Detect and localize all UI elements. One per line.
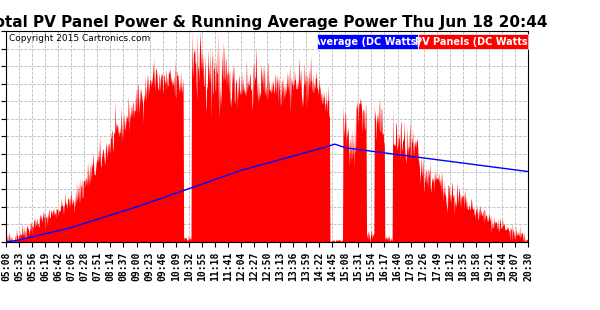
FancyBboxPatch shape [418, 34, 528, 49]
Text: Average (DC Watts): Average (DC Watts) [313, 37, 421, 46]
Title: Total PV Panel Power & Running Average Power Thu Jun 18 20:44: Total PV Panel Power & Running Average P… [0, 15, 548, 30]
Text: Copyright 2015 Cartronics.com: Copyright 2015 Cartronics.com [8, 34, 150, 43]
FancyBboxPatch shape [317, 34, 418, 49]
Text: PV Panels (DC Watts): PV Panels (DC Watts) [415, 37, 532, 46]
